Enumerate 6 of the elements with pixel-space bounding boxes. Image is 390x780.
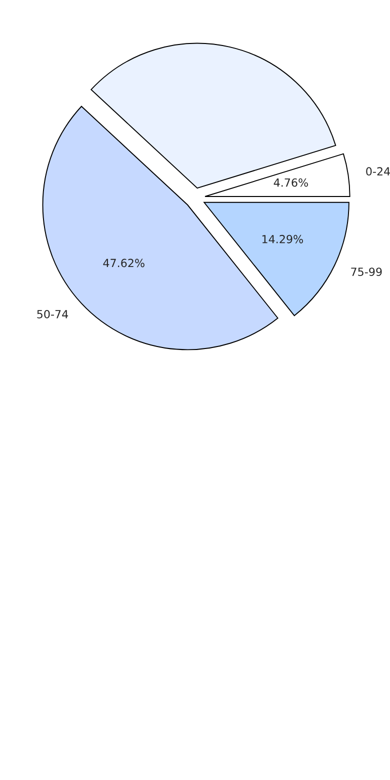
slice-label: 0-24 <box>366 167 390 176</box>
slice-label: 50-74 <box>37 310 68 318</box>
slice-label: 75-99 <box>351 268 382 276</box>
data-label: 47.62% <box>103 258 144 268</box>
data-label: 4.76% <box>274 178 308 187</box>
data-label: 14.29% <box>262 234 303 244</box>
